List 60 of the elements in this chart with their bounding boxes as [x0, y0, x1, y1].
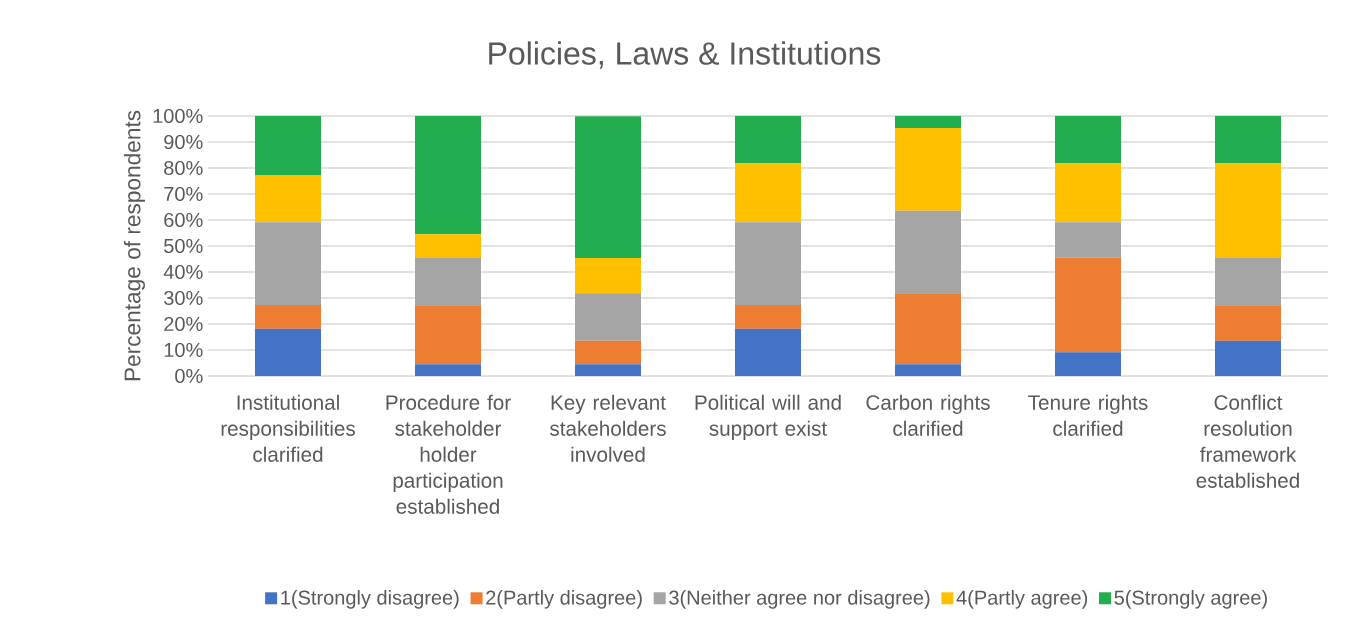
x-tick-label: Conflict resolution framework established	[1196, 394, 1299, 488]
bar	[575, 257, 641, 294]
chart-title: Policies, Laws & Institutions	[489, 41, 881, 69]
x-tick-label: Procedure for stakeholder holder participation established	[386, 394, 511, 514]
bar	[1055, 163, 1121, 223]
x-tick-label: Institutional responsibilities clarified	[221, 394, 355, 462]
bar	[735, 115, 802, 164]
bar	[575, 116, 641, 258]
bar	[415, 234, 482, 258]
y-tick-label: 0%	[175, 368, 203, 384]
bar	[895, 127, 961, 211]
bar	[1055, 115, 1121, 164]
y-tick-label: 80%	[164, 160, 203, 176]
x-tick-label: Carbon rights clarified	[866, 394, 990, 436]
x-tick-label: Key relevant stakeholders involved	[549, 394, 666, 462]
y-tick-label: 20%	[164, 316, 203, 332]
bar	[735, 328, 802, 376]
bar	[735, 305, 802, 329]
x-tick-label: Political will and support exist	[695, 394, 841, 440]
bar	[895, 210, 961, 294]
bar	[895, 293, 961, 365]
y-tick-label: 100%	[153, 108, 203, 124]
bar	[255, 328, 322, 376]
bar	[1055, 257, 1121, 353]
bar	[255, 305, 322, 329]
legend-label: 4(Partly agree)	[956, 590, 1088, 609]
bar	[1215, 257, 1281, 306]
bar	[415, 115, 482, 235]
bar	[255, 175, 322, 223]
legend-label: 3(Neither agree nor disagree)	[669, 590, 930, 609]
legend-label: 5(Strongly agree)	[1114, 590, 1267, 609]
bar	[575, 293, 641, 341]
y-tick-label: 90%	[164, 134, 203, 150]
y-tick-label: 50%	[164, 238, 203, 254]
legend-label: 1(Strongly disagree)	[281, 590, 459, 609]
bar	[1215, 163, 1281, 258]
bar	[415, 305, 482, 365]
bar	[415, 257, 482, 306]
bar	[1055, 352, 1121, 376]
y-tick-label: 30%	[164, 290, 203, 306]
bar	[255, 222, 322, 306]
x-tick-label: Tenure rights clarified	[1028, 394, 1148, 436]
y-tick-label: 10%	[164, 342, 203, 358]
bar	[415, 364, 482, 376]
bar	[575, 364, 641, 376]
y-tick-label: 60%	[164, 212, 203, 228]
y-tick-label: 40%	[163, 264, 203, 280]
y-tick-label: 70%	[164, 186, 203, 202]
bar	[735, 163, 802, 223]
bar	[735, 222, 802, 306]
bar	[1215, 340, 1281, 376]
y-axis-title: Percentage of respondents	[123, 110, 145, 381]
bar	[1055, 222, 1121, 258]
bar	[255, 115, 322, 176]
bar	[575, 340, 641, 365]
legend-label: 2(Partly disagree)	[486, 590, 642, 609]
bar	[1215, 305, 1281, 341]
bar	[1215, 115, 1281, 164]
bar	[895, 115, 961, 128]
bar	[895, 364, 961, 376]
